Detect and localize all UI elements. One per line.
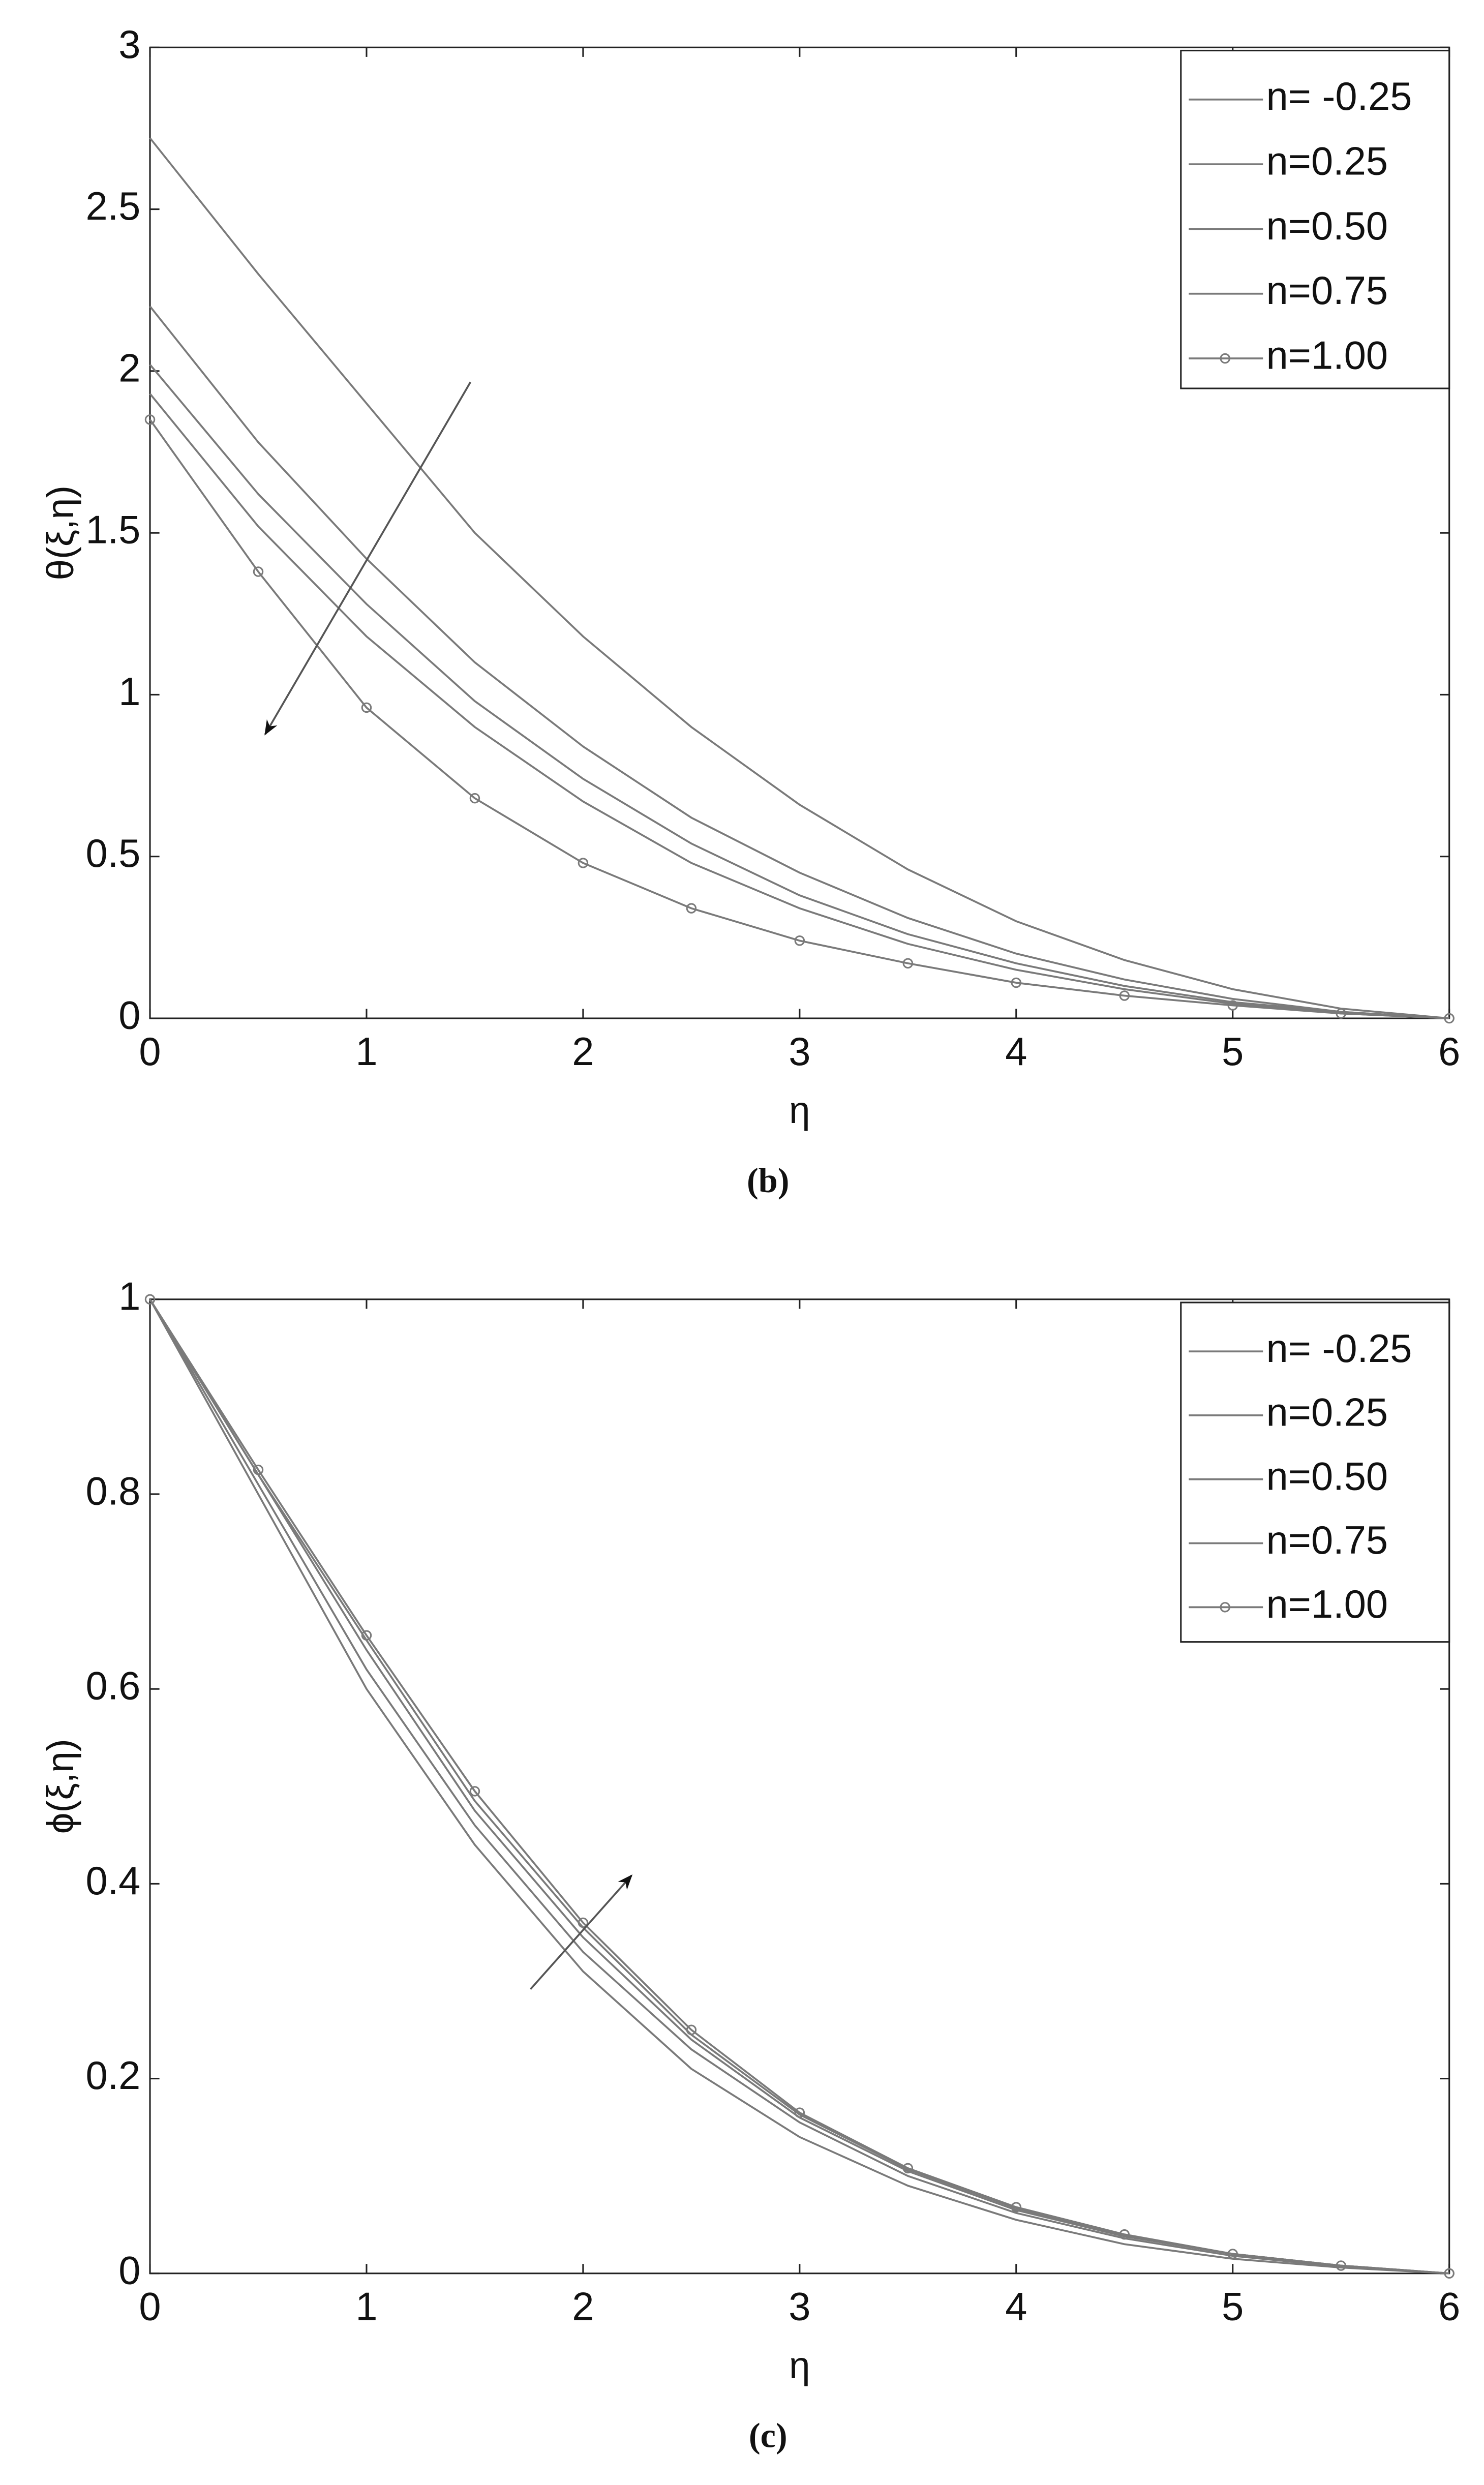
x-tick-label: 0 bbox=[139, 2285, 161, 2329]
point-marker bbox=[1444, 2268, 1455, 2279]
x-tick-label: 4 bbox=[1005, 1030, 1027, 1074]
y-tick-label: 0.8 bbox=[85, 1469, 140, 1513]
x-tick-label: 2 bbox=[572, 1030, 594, 1074]
legend-label: n=0.25 bbox=[1266, 1391, 1388, 1435]
legend-label: n=0.25 bbox=[1266, 140, 1388, 184]
point-marker bbox=[469, 793, 480, 804]
x-tick-label: 3 bbox=[789, 2285, 810, 2329]
x-tick-label: 2 bbox=[572, 2285, 594, 2329]
trend-arrow bbox=[264, 381, 471, 736]
legend-label: n=0.75 bbox=[1266, 269, 1388, 313]
legend-label: n=0.50 bbox=[1266, 1454, 1388, 1498]
y-tick-label: 0.4 bbox=[85, 1859, 140, 1903]
caption: (b) bbox=[747, 1161, 789, 1200]
caption: (c) bbox=[749, 2416, 788, 2455]
y-tick-label: 3 bbox=[118, 23, 140, 67]
legend-marker bbox=[1220, 1602, 1230, 1613]
legend-label: n=0.50 bbox=[1266, 204, 1388, 248]
y-tick-label: 0 bbox=[118, 994, 140, 1038]
x-tick-label: 1 bbox=[355, 1030, 377, 1074]
point-marker bbox=[1011, 2202, 1022, 2213]
y-tick-label: 1.5 bbox=[85, 508, 140, 552]
point-marker bbox=[361, 702, 372, 713]
x-tick-label: 6 bbox=[1438, 1030, 1460, 1074]
legend-label: n=1.00 bbox=[1266, 1583, 1388, 1626]
legend-box bbox=[1180, 49, 1450, 389]
x-tick-label: 5 bbox=[1222, 2285, 1244, 2329]
point-marker bbox=[1227, 1000, 1238, 1011]
point-marker bbox=[794, 2107, 805, 2118]
series-line bbox=[149, 363, 1449, 1019]
y-tick-label: 0.6 bbox=[85, 1664, 140, 1708]
y-tick-label: 2 bbox=[118, 346, 140, 390]
y-tick-label: 0 bbox=[118, 2249, 140, 2292]
series-line bbox=[149, 393, 1449, 1019]
point-marker bbox=[253, 1464, 264, 1475]
series-line bbox=[149, 137, 1449, 1019]
x-axis-label: η bbox=[789, 1089, 810, 1131]
point-marker bbox=[1336, 2260, 1346, 2271]
legend-box bbox=[1180, 1301, 1450, 1643]
x-tick-label: 5 bbox=[1222, 1030, 1244, 1074]
legend-label: n= -0.25 bbox=[1266, 1327, 1412, 1371]
y-tick-label: 1 bbox=[118, 1275, 140, 1318]
y-axis-label: ϕ(ξ,η) bbox=[39, 1739, 81, 1834]
series-line bbox=[149, 419, 1449, 1019]
point-marker bbox=[578, 1917, 589, 1928]
y-tick-label: 0.2 bbox=[85, 2054, 140, 2098]
point-marker bbox=[1336, 1008, 1346, 1019]
point-marker bbox=[469, 1786, 480, 1797]
legend-label: n= -0.25 bbox=[1266, 75, 1412, 118]
y-tick-label: 1 bbox=[118, 670, 140, 714]
legend-label: n=0.75 bbox=[1266, 1519, 1388, 1562]
point-marker bbox=[794, 935, 805, 946]
point-marker bbox=[1119, 990, 1130, 1001]
point-marker bbox=[1011, 977, 1022, 988]
point-marker bbox=[361, 1630, 372, 1641]
x-tick-label: 1 bbox=[355, 2285, 377, 2329]
point-marker bbox=[902, 2163, 914, 2174]
legend-label: n=1.00 bbox=[1266, 334, 1388, 378]
y-tick-label: 2.5 bbox=[85, 185, 140, 228]
point-marker bbox=[144, 414, 156, 425]
point-marker bbox=[1444, 1013, 1455, 1024]
point-marker bbox=[686, 903, 697, 914]
point-marker bbox=[144, 1294, 156, 1305]
point-marker bbox=[1227, 2249, 1238, 2259]
y-tick-label: 0.5 bbox=[85, 832, 140, 875]
point-marker bbox=[686, 2024, 697, 2036]
point-marker bbox=[253, 566, 264, 577]
x-tick-label: 4 bbox=[1005, 2285, 1027, 2329]
x-tick-label: 0 bbox=[139, 1030, 161, 1074]
x-tick-label: 3 bbox=[789, 1030, 810, 1074]
point-marker bbox=[1119, 2229, 1130, 2240]
point-marker bbox=[578, 858, 589, 868]
x-tick-label: 6 bbox=[1438, 2285, 1460, 2329]
y-axis-label: θ(ξ,η) bbox=[39, 486, 81, 581]
trend-arrow bbox=[529, 1874, 633, 1990]
point-marker bbox=[902, 958, 914, 969]
x-axis-label: η bbox=[789, 2344, 810, 2386]
legend-marker bbox=[1220, 353, 1230, 364]
series-line bbox=[149, 1298, 1449, 2275]
series-line bbox=[149, 1298, 1449, 2275]
